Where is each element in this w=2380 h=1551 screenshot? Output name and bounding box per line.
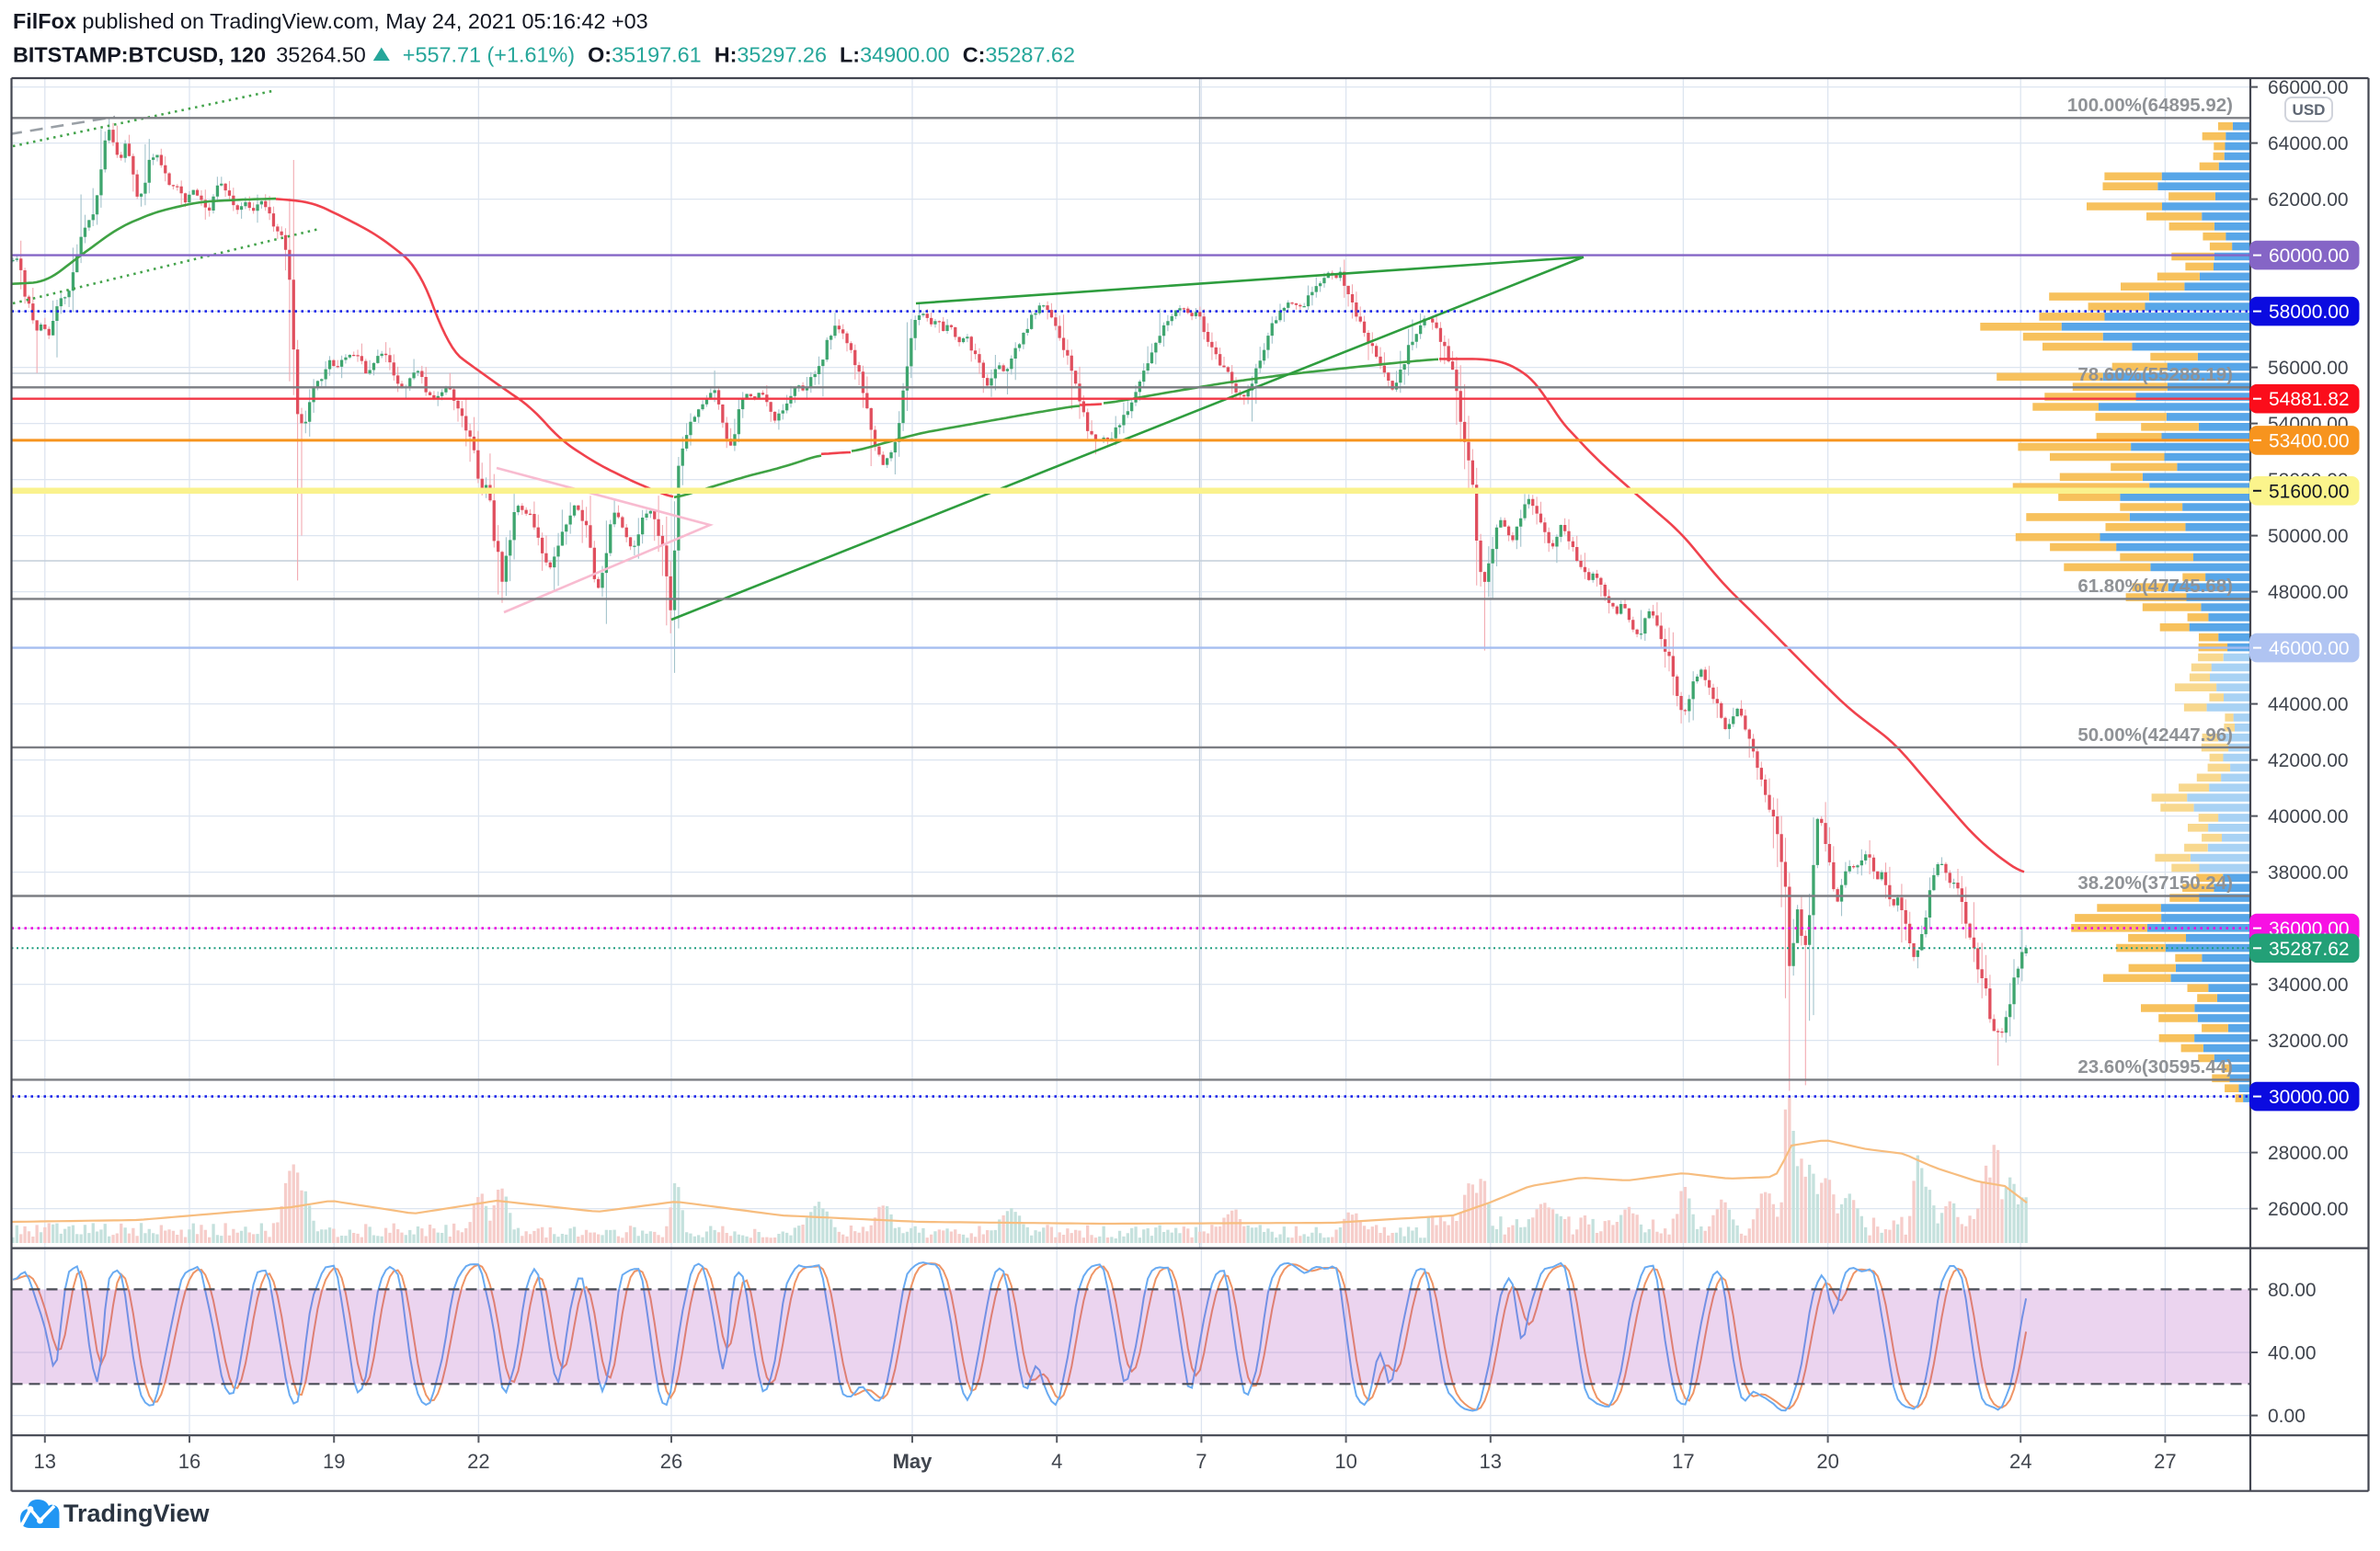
svg-text:28000.00: 28000.00 (2268, 1143, 2349, 1164)
svg-text:64000.00: 64000.00 (2268, 133, 2349, 154)
svg-text:40.00: 40.00 (2268, 1343, 2317, 1364)
svg-text:35264.50: 35264.50 (276, 43, 366, 67)
svg-text:66000.00: 66000.00 (2268, 77, 2349, 98)
svg-text:56000.00: 56000.00 (2268, 358, 2349, 379)
svg-text:27: 27 (2154, 1450, 2176, 1473)
svg-text:51600.00: 51600.00 (2269, 481, 2350, 502)
svg-text:10: 10 (1334, 1450, 1356, 1473)
svg-text:62000.00: 62000.00 (2268, 189, 2349, 211)
svg-text:FilFox published on TradingVie: FilFox published on TradingView.com, May… (13, 9, 648, 33)
svg-text:USD: USD (2293, 101, 2326, 119)
svg-text:BITSTAMP:BTCUSD, 120: BITSTAMP:BTCUSD, 120 (13, 43, 266, 67)
svg-text:7: 7 (1196, 1450, 1207, 1473)
svg-text:78.60%(55288.19): 78.60%(55288.19) (2077, 364, 2233, 385)
svg-text:38.20%(37150.24): 38.20%(37150.24) (2077, 872, 2233, 894)
svg-text:42000.00: 42000.00 (2268, 750, 2349, 771)
svg-text:61.80%(47745.68): 61.80%(47745.68) (2077, 576, 2233, 597)
svg-text:35287.62: 35287.62 (2269, 939, 2350, 960)
svg-text:44000.00: 44000.00 (2268, 694, 2349, 715)
svg-text:40000.00: 40000.00 (2268, 806, 2349, 827)
svg-text:C:: C: (963, 43, 986, 67)
svg-text:35287.62: 35287.62 (985, 43, 1075, 67)
svg-text:46000.00: 46000.00 (2269, 638, 2350, 659)
svg-text:H:: H: (715, 43, 738, 67)
svg-text:80.00: 80.00 (2268, 1280, 2317, 1301)
svg-text:60000.00: 60000.00 (2269, 245, 2350, 267)
svg-text:35197.61: 35197.61 (612, 43, 702, 67)
svg-text:35297.26: 35297.26 (737, 43, 827, 67)
svg-text:30000.00: 30000.00 (2269, 1087, 2350, 1108)
svg-text:34900.00: 34900.00 (860, 43, 950, 67)
svg-text:23.60%(30595.44): 23.60%(30595.44) (2077, 1056, 2233, 1078)
svg-text:58000.00: 58000.00 (2269, 302, 2350, 323)
svg-text:13: 13 (1480, 1450, 1502, 1473)
svg-text:53400.00: 53400.00 (2269, 430, 2350, 451)
svg-text:16: 16 (178, 1450, 200, 1473)
svg-text:TradingView: TradingView (63, 1500, 211, 1527)
svg-text:19: 19 (323, 1450, 345, 1473)
svg-text:38000.00: 38000.00 (2268, 862, 2349, 884)
svg-text:26000.00: 26000.00 (2268, 1199, 2349, 1220)
svg-text:48000.00: 48000.00 (2268, 582, 2349, 603)
svg-text:May: May (893, 1450, 933, 1473)
svg-text:20: 20 (1816, 1450, 1838, 1473)
svg-text:34000.00: 34000.00 (2268, 975, 2349, 996)
svg-text:26: 26 (660, 1450, 682, 1473)
svg-text:+557.71 (+1.61%): +557.71 (+1.61%) (403, 43, 575, 67)
svg-text:O:: O: (588, 43, 612, 67)
svg-text:50.00%(42447.96): 50.00%(42447.96) (2077, 724, 2233, 746)
svg-text:22: 22 (467, 1450, 489, 1473)
svg-text:100.00%(64895.92): 100.00%(64895.92) (2067, 95, 2233, 116)
svg-text:13: 13 (34, 1450, 56, 1473)
svg-text:17: 17 (1672, 1450, 1694, 1473)
svg-text:54881.82: 54881.82 (2269, 389, 2350, 410)
svg-text:4: 4 (1051, 1450, 1062, 1473)
svg-text:24: 24 (2009, 1450, 2031, 1473)
svg-text:50000.00: 50000.00 (2268, 526, 2349, 547)
svg-text:L:: L: (840, 43, 860, 67)
svg-text:32000.00: 32000.00 (2268, 1031, 2349, 1052)
svg-text:0.00: 0.00 (2268, 1406, 2306, 1427)
